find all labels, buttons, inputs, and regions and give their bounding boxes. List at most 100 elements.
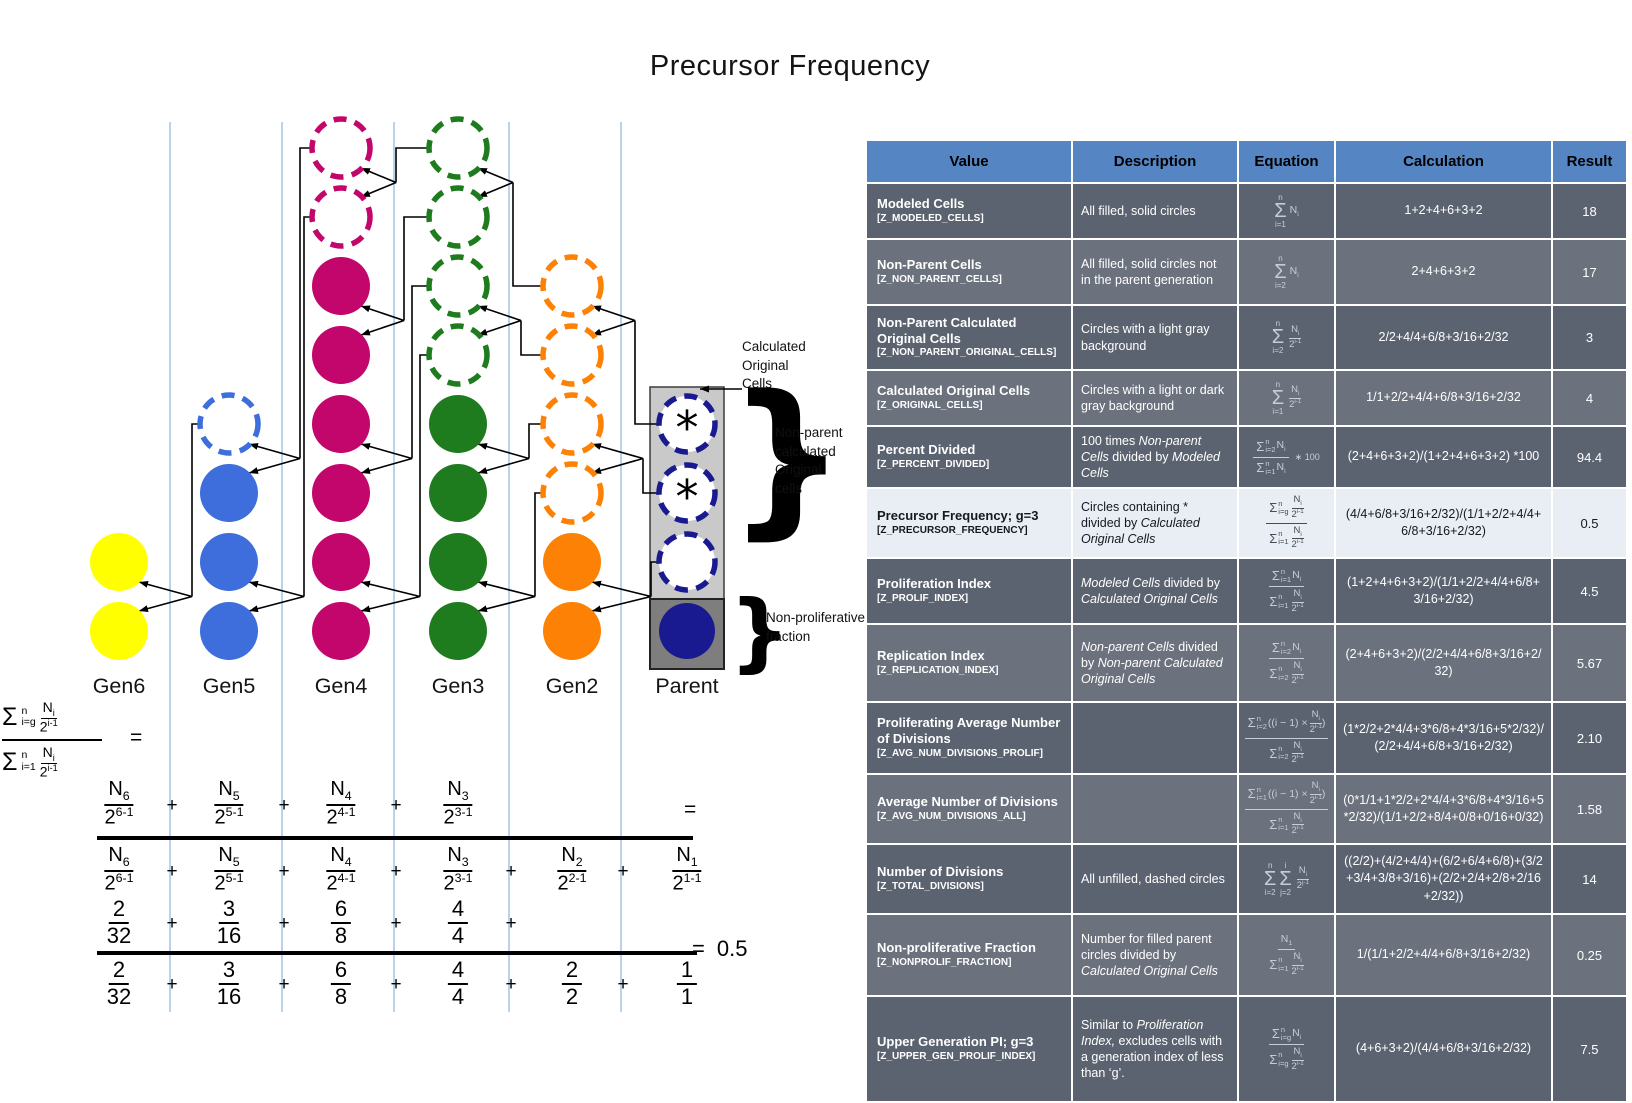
cell-description: Circles containing * divided by Calculat… — [1073, 489, 1237, 557]
cell-filled-circle — [543, 533, 601, 591]
cell-divided-dashed-circle — [426, 323, 490, 387]
description-text: All unfilled, dashed circles — [1081, 871, 1225, 886]
brace-non-parent: } — [727, 359, 847, 555]
cell-value: Non-Parent Cells [Z_NON_PARENT_CELLS] — [867, 240, 1071, 304]
cell-value: Proliferation Index [Z_PROLIF_INDEX] — [867, 559, 1071, 623]
header-result: Result — [1553, 141, 1626, 182]
cell-description — [1073, 775, 1237, 843]
non-proliferative-fraction-label: Non-proliferative fraction — [766, 609, 865, 646]
calculation-text: 1/(1/1+2/2+4/4+6/8+3/16+2/32) — [1356, 947, 1531, 962]
page-title: Precursor Frequency — [649, 50, 931, 82]
cell-value: Non-proliferative Fraction [Z_NONPROLIF_F… — [867, 915, 1071, 995]
label-line: cells — [775, 480, 803, 496]
description-text: Circles with a light gray background — [1081, 322, 1210, 353]
description-text: Circles containing * divided by Calculat… — [1081, 499, 1200, 547]
generation-label-gen4: Gen4 — [314, 674, 368, 698]
value-tag: [Z_NON_PARENT_ORIGINAL_CELLS] — [877, 347, 1057, 359]
result-value: 0.5 — [1580, 515, 1599, 531]
cell-description: All filled, solid circles not in the par… — [1073, 240, 1237, 304]
cell-filled-circle — [90, 533, 148, 591]
cell-value: Upper Generation PI; g=3 [Z_UPPER_GEN_PRO… — [867, 997, 1071, 1101]
value-title: Percent Divided — [877, 442, 976, 458]
value-tag: [Z_MODELED_CELLS] — [877, 212, 984, 224]
division-connector — [591, 443, 659, 494]
cell-filled-circle — [200, 533, 258, 591]
table-header-row: Value Description Equation Calculation R… — [867, 141, 1626, 182]
value-title: Proliferation Index — [877, 576, 992, 592]
division-connector — [360, 285, 429, 474]
result-value: 14 — [1582, 871, 1597, 887]
result-value: 4 — [1585, 390, 1594, 406]
header-description: Description — [1073, 141, 1237, 182]
table-row: Proliferating Average Number of Division… — [867, 703, 1626, 773]
result-value: 1.58 — [1576, 801, 1603, 817]
generation-label-gen2: Gen2 — [545, 674, 599, 698]
value-tag: [Z_NON_PARENT_CELLS] — [877, 273, 1002, 285]
cell-divided-dashed-circle — [656, 531, 718, 593]
cell-divided-dashed-circle — [540, 461, 604, 525]
cell-result: 4 — [1553, 371, 1626, 425]
cell-divided-dashed-circle — [426, 185, 490, 249]
calculation-text: ((2/2)+(4/2+4/4)+(6/2+6/4+6/8)+(3/2+3/4+… — [1344, 853, 1543, 903]
result-value: 94.4 — [1576, 449, 1603, 465]
cell-filled-circle — [312, 533, 370, 591]
description-text: 100 times Non-parent Cells divided by Mo… — [1081, 433, 1220, 481]
description-text: Number for filled parent circles divided… — [1081, 931, 1218, 979]
table-row: Non-proliferative Fraction [Z_NONPROLIF_F… — [867, 915, 1626, 995]
division-connector — [360, 216, 429, 336]
cell-description: Circles with a light gray background — [1073, 306, 1237, 369]
value-title: Calculated Original Cells — [877, 383, 1031, 399]
division-connector — [591, 305, 659, 425]
cell-description: Circles with a light or dark gray backgr… — [1073, 371, 1237, 425]
result-value: 2.10 — [1576, 730, 1603, 746]
cell-calculation: 2+4+6+3+2 — [1336, 240, 1551, 304]
header-equation: Equation — [1239, 141, 1334, 182]
cell-value: Number of Divisions [Z_TOTAL_DIVISIONS] — [867, 845, 1071, 913]
cell-divided-dashed-circle — [426, 116, 490, 180]
calculation-text: (1*2/2+2*4/4+3*6/8+4*3/16+5*2/32)/(2/2+4… — [1343, 721, 1544, 754]
label-line: calculated — [775, 443, 836, 459]
value-title: Replication Index — [877, 648, 985, 664]
generation-diagram-svg: ** — [90, 116, 742, 1012]
cell-description: Similar to Proliferation Index, excludes… — [1073, 997, 1237, 1101]
cell-result: 5.67 — [1553, 625, 1626, 701]
cell-filled-circle — [429, 533, 487, 591]
value-tag: [Z_PRECURSOR_FREQUENCY] — [877, 524, 1028, 536]
cell-divided-dashed-circle — [197, 392, 261, 456]
asterisk-marker: * — [676, 401, 699, 455]
calculated-original-cells-label: Calculated Original Cells — [742, 338, 806, 394]
table-row: Precursor Frequency; g=3 [Z_PRECURSOR_FRE… — [867, 489, 1626, 557]
table-row: Modeled Cells [Z_MODELED_CELLS] All filled… — [867, 184, 1626, 238]
cell-description: Non-parent Cells divided by Non-parent C… — [1073, 625, 1237, 701]
value-title: Proliferating Average Number of Division… — [877, 715, 1061, 746]
cell-filled-circle — [90, 602, 148, 660]
cell-description: 100 times Non-parent Cells divided by Mo… — [1073, 427, 1237, 487]
cell-result: 0.25 — [1553, 915, 1626, 995]
cell-filled-circle — [200, 464, 258, 522]
value-title: Precursor Frequency; g=3 — [877, 508, 1039, 524]
description-text: Modeled Cells divided by Calculated Orig… — [1081, 575, 1220, 606]
value-title: Non-proliferative Fraction — [877, 940, 1036, 956]
table-row: Non-Parent Calculated Original Cells [Z_N… — [867, 306, 1626, 369]
cell-calculation: (4+6+3+2)/(4/4+6/8+3/16+2/32) — [1336, 997, 1551, 1101]
cell-value: Proliferating Average Number of Division… — [867, 703, 1071, 773]
cell-calculation: (0*1/1+1*2/2+2*4/4+3*6/8+4*3/16+5*2/32)/… — [1336, 775, 1551, 843]
calculation-text: 1/1+2/2+4/4+6/8+3/16+2/32 — [1366, 390, 1521, 405]
value-tag: [Z_NONPROLIF_FRACTION] — [877, 956, 1012, 968]
cell-divided-dashed-circle — [656, 393, 718, 455]
division-connector — [477, 167, 543, 287]
cell-calculation: (2+4+6+3+2)/(2/2+4/4+6/8+3/16+2/32) — [1336, 625, 1551, 701]
cell-divided-dashed-circle — [309, 116, 373, 180]
division-connector — [360, 354, 429, 613]
cell-filled-circle — [312, 257, 370, 315]
asterisk-marker: * — [676, 470, 699, 524]
calculation-text: (0*1/1+1*2/2+2*4/4+3*6/8+4*3/16+5*2/32)/… — [1343, 792, 1544, 825]
cell-result: 4.5 — [1553, 559, 1626, 623]
